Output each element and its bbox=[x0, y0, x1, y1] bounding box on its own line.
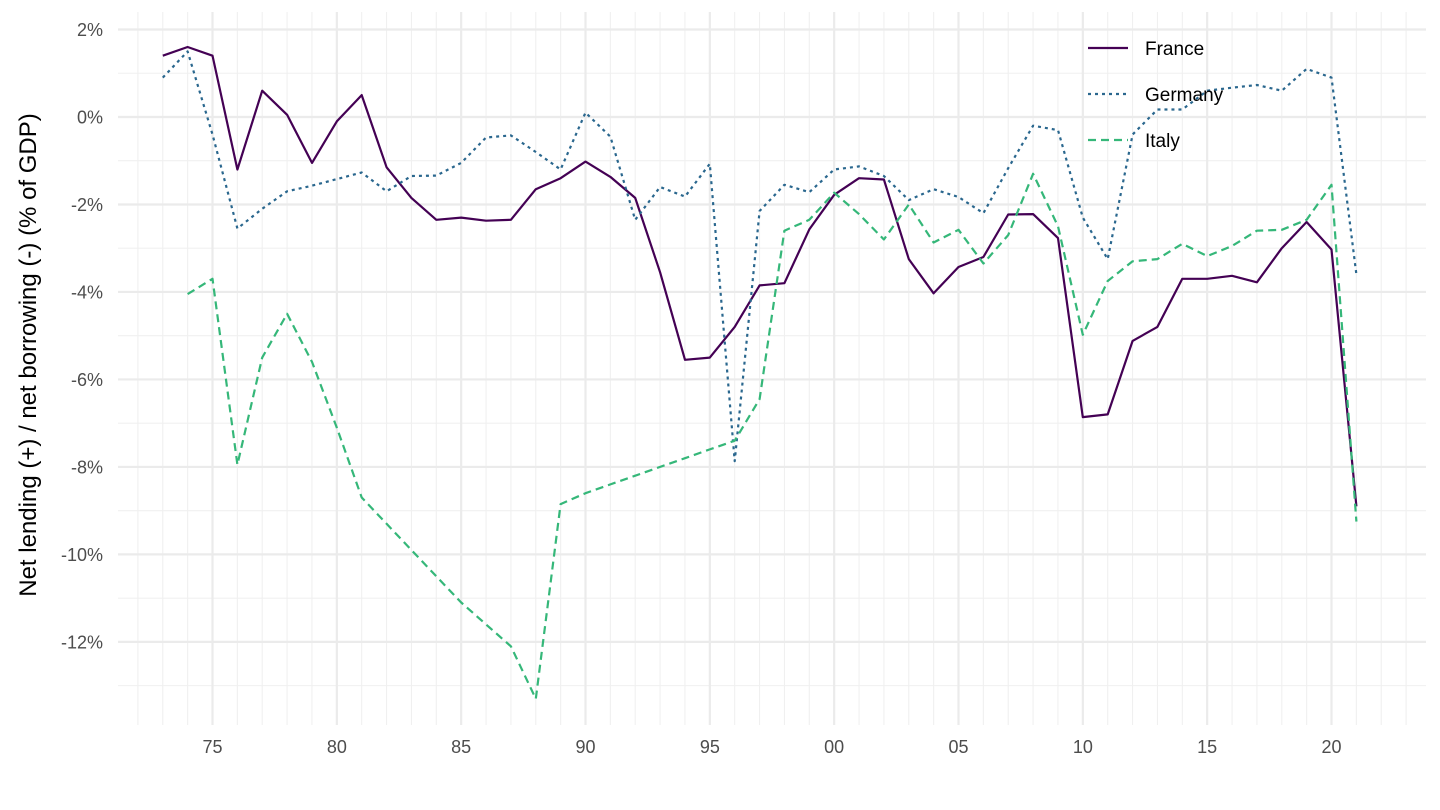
y-tick-label: -4% bbox=[71, 282, 103, 302]
legend-label-italy: Italy bbox=[1145, 131, 1180, 152]
y-tick-label: 0% bbox=[77, 107, 103, 127]
y-tick-label: 2% bbox=[77, 20, 103, 40]
y-tick-label: -8% bbox=[71, 457, 103, 477]
x-tick-label: 15 bbox=[1197, 737, 1217, 757]
x-tick-label: 95 bbox=[700, 737, 720, 757]
y-tick-label: -10% bbox=[61, 545, 103, 565]
y-axis-tick-labels: 2% 0% -2% -4% -6% -8% -10% -12% bbox=[61, 20, 103, 652]
legend-label-france: France bbox=[1145, 39, 1204, 60]
major-gridlines bbox=[118, 12, 1426, 725]
x-tick-label: 20 bbox=[1321, 737, 1341, 757]
x-tick-label: 10 bbox=[1073, 737, 1093, 757]
x-tick-label: 80 bbox=[327, 737, 347, 757]
x-tick-label: 05 bbox=[948, 737, 968, 757]
y-tick-label: -12% bbox=[61, 632, 103, 652]
y-tick-label: -6% bbox=[71, 370, 103, 390]
series-lines bbox=[162, 45, 1358, 700]
legend: France Germany Italy bbox=[1088, 39, 1224, 152]
series-line-france bbox=[162, 45, 1358, 507]
y-tick-label: -2% bbox=[71, 195, 103, 215]
minor-gridlines bbox=[118, 12, 1426, 725]
x-tick-label: 90 bbox=[575, 737, 595, 757]
series-line-germany bbox=[162, 50, 1358, 463]
x-tick-label: 85 bbox=[451, 737, 471, 757]
legend-label-germany: Germany bbox=[1145, 85, 1224, 106]
x-axis-tick-labels: 75 80 85 90 95 00 05 10 15 20 bbox=[202, 737, 1341, 757]
x-tick-label: 00 bbox=[824, 737, 844, 757]
series-line-italy bbox=[187, 172, 1358, 700]
y-axis-title: Net lending (+) / net borrowing (-) (% o… bbox=[15, 113, 42, 597]
x-tick-label: 75 bbox=[202, 737, 222, 757]
